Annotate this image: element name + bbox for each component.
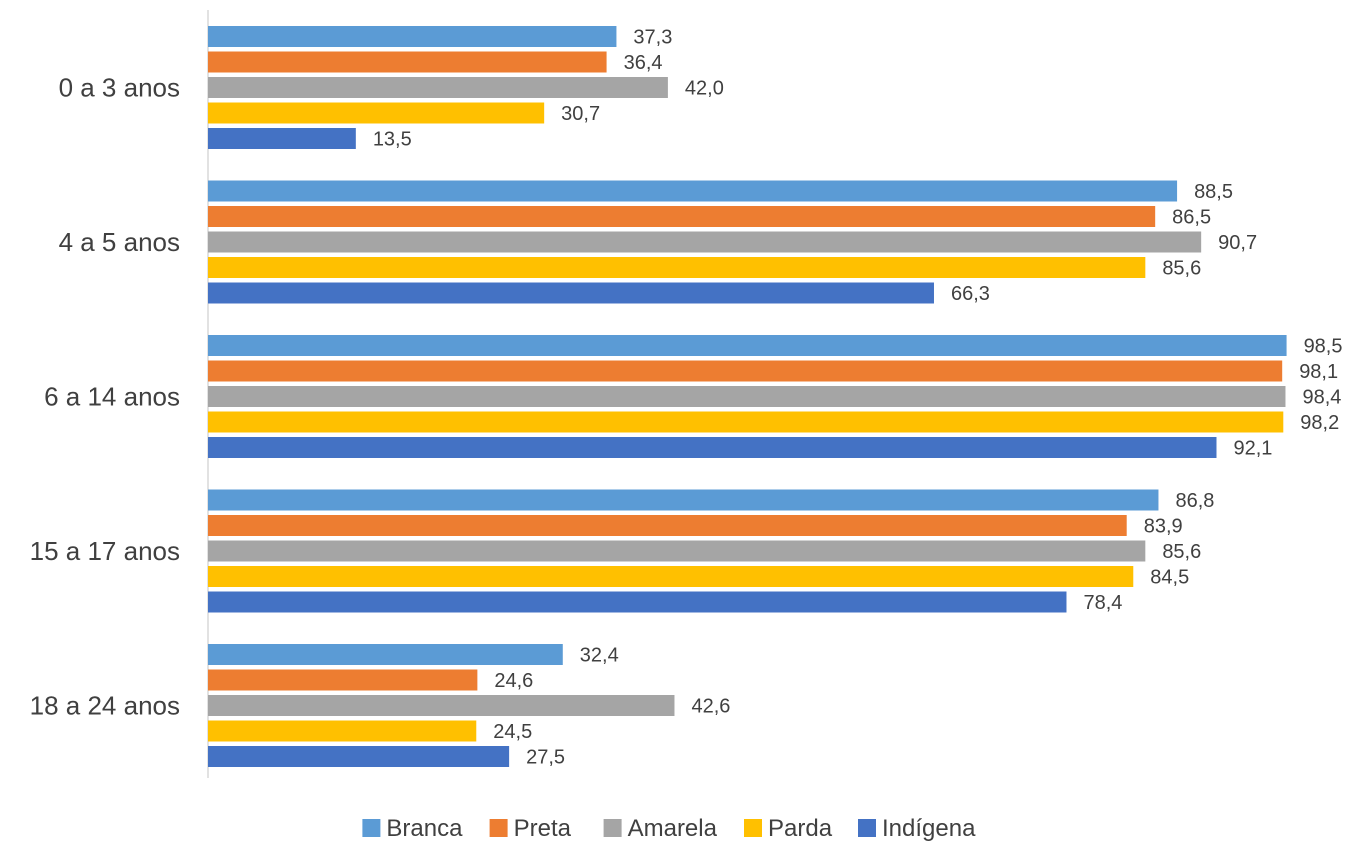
value-label-preta-15-a-17-anos: 83,9 <box>1144 516 1183 538</box>
legend-label-preta: Preta <box>514 815 572 842</box>
bar-parda-18-a-24-anos <box>208 721 476 742</box>
bar-indigena-4-a-5-anos <box>208 283 934 304</box>
bar-preta-6-a-14-anos <box>208 361 1282 382</box>
bar-preta-0-a-3-anos <box>208 52 607 73</box>
bar-indigena-18-a-24-anos <box>208 746 509 767</box>
value-label-branca-6-a-14-anos: 98,5 <box>1304 336 1343 358</box>
legend-label-indigena: Indígena <box>882 815 976 842</box>
value-label-parda-6-a-14-anos: 98,2 <box>1300 412 1339 434</box>
category-labels-group: 0 a 3 anos 4 a 5 anos 6 a 14 anos 15 a 17 a… <box>30 73 180 721</box>
value-label-indigena-4-a-5-anos: 66,3 <box>951 283 990 305</box>
value-label-indigena-18-a-24-anos: 27,5 <box>526 747 565 769</box>
legend-label-branca: Branca <box>386 815 463 842</box>
category-label-4-a-5-anos: 4 a 5 anos <box>59 227 180 257</box>
category-label-0-a-3-anos: 0 a 3 anos <box>59 73 180 103</box>
value-label-branca-18-a-24-anos: 32,4 <box>580 645 619 667</box>
legend-swatch-branca <box>362 819 380 837</box>
bar-amarela-4-a-5-anos <box>208 232 1201 253</box>
bar-preta-18-a-24-anos <box>208 670 477 691</box>
category-label-15-a-17-anos: 15 a 17 anos <box>30 536 180 566</box>
bar-branca-4-a-5-anos <box>208 181 1177 202</box>
legend-swatch-indigena <box>858 819 876 837</box>
value-label-branca-15-a-17-anos: 86,8 <box>1175 490 1214 512</box>
bar-preta-15-a-17-anos <box>208 515 1127 536</box>
bars-group <box>208 26 1287 767</box>
value-label-indigena-15-a-17-anos: 78,4 <box>1083 592 1122 614</box>
bar-branca-6-a-14-anos <box>208 335 1287 356</box>
bar-branca-15-a-17-anos <box>208 490 1158 511</box>
legend-swatch-preta <box>490 819 508 837</box>
legend-swatch-amarela <box>604 819 622 837</box>
bar-parda-0-a-3-anos <box>208 103 544 124</box>
bar-indigena-15-a-17-anos <box>208 592 1066 613</box>
value-label-indigena-6-a-14-anos: 92,1 <box>1233 438 1272 460</box>
value-label-parda-4-a-5-anos: 85,6 <box>1162 258 1201 280</box>
legend: Branca Preta Amarela Parda Indígena <box>362 815 976 842</box>
legend-swatch-parda <box>744 819 762 837</box>
bar-indigena-0-a-3-anos <box>208 128 356 149</box>
legend-label-amarela: Amarela <box>628 815 718 842</box>
legend-label-parda: Parda <box>768 815 833 842</box>
bar-preta-4-a-5-anos <box>208 206 1155 227</box>
bar-parda-15-a-17-anos <box>208 566 1133 587</box>
value-label-preta-4-a-5-anos: 86,5 <box>1172 207 1211 229</box>
value-label-amarela-15-a-17-anos: 85,6 <box>1162 541 1201 563</box>
bar-parda-6-a-14-anos <box>208 412 1283 433</box>
value-label-indigena-0-a-3-anos: 13,5 <box>373 129 412 151</box>
value-label-preta-18-a-24-anos: 24,6 <box>494 670 533 692</box>
value-label-preta-6-a-14-anos: 98,1 <box>1299 361 1338 383</box>
bar-branca-0-a-3-anos <box>208 26 616 47</box>
value-label-preta-0-a-3-anos: 36,4 <box>624 52 663 74</box>
bar-amarela-15-a-17-anos <box>208 541 1145 562</box>
value-label-amarela-4-a-5-anos: 90,7 <box>1218 232 1257 254</box>
value-label-amarela-0-a-3-anos: 42,0 <box>685 78 724 100</box>
category-label-6-a-14-anos: 6 a 14 anos <box>44 382 180 412</box>
category-label-18-a-24-anos: 18 a 24 anos <box>30 691 180 721</box>
value-label-parda-18-a-24-anos: 24,5 <box>493 721 532 743</box>
bar-amarela-6-a-14-anos <box>208 386 1285 407</box>
value-label-parda-15-a-17-anos: 84,5 <box>1150 567 1189 589</box>
value-label-amarela-6-a-14-anos: 98,4 <box>1302 387 1341 409</box>
bar-amarela-18-a-24-anos <box>208 695 674 716</box>
bar-amarela-0-a-3-anos <box>208 77 668 98</box>
value-label-amarela-18-a-24-anos: 42,6 <box>691 696 730 718</box>
bar-branca-18-a-24-anos <box>208 644 563 665</box>
value-label-branca-0-a-3-anos: 37,3 <box>633 27 672 49</box>
value-label-parda-0-a-3-anos: 30,7 <box>561 103 600 125</box>
value-label-branca-4-a-5-anos: 88,5 <box>1194 181 1233 203</box>
bar-indigena-6-a-14-anos <box>208 437 1216 458</box>
bar-parda-4-a-5-anos <box>208 257 1145 278</box>
